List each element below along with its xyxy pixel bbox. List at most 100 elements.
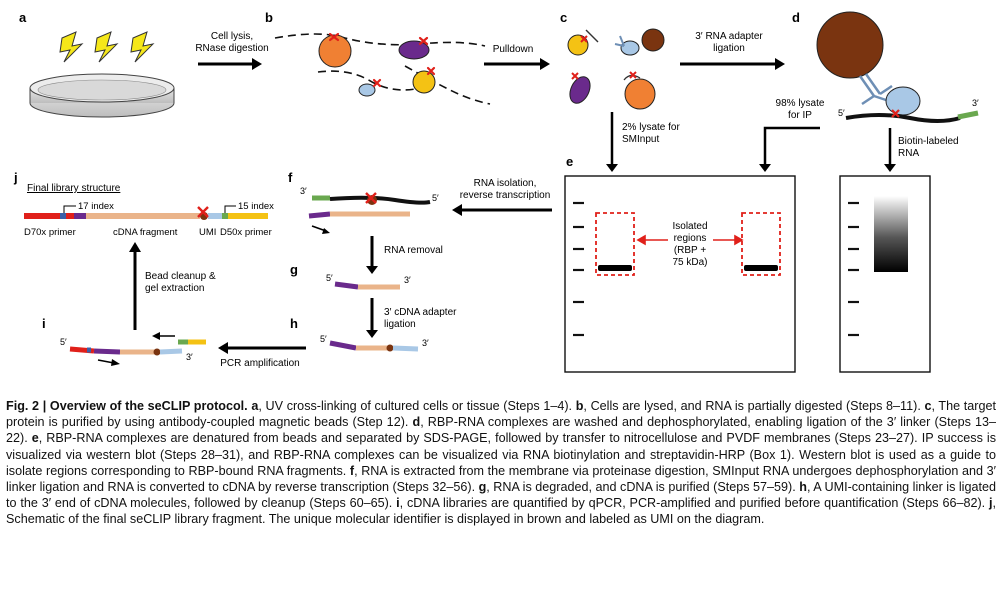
label-cdna-adapter-ligation: ligation xyxy=(384,319,416,330)
caption-segment-text: , RBP-RNA complexes are denatured from b… xyxy=(6,431,996,478)
label-cell-lysis: Cell lysis, xyxy=(211,31,253,42)
caption-segment-key: b xyxy=(575,399,584,413)
caption-segment-key: a xyxy=(251,399,259,413)
five-prime-end-i: 5′ xyxy=(60,337,67,347)
rbp-orange-icon xyxy=(318,34,352,68)
arrow-rna-isolation xyxy=(452,204,552,216)
label-regions: regions xyxy=(674,233,707,244)
caption-segment-text: , RNA is degraded, and cDNA is purified … xyxy=(486,480,800,495)
label-rna-removal: RNA removal xyxy=(384,245,443,256)
label-rna-isolation: RNA isolation, xyxy=(474,178,537,189)
label-rbp-plus: (RBP + xyxy=(674,245,706,256)
five-prime-end-g: 5′ xyxy=(326,273,333,283)
panel-label-f: f xyxy=(288,170,293,185)
three-prime-end-d: 3′ xyxy=(972,98,979,108)
caption-segment-text: , UV cross-linking of cultured cells or … xyxy=(258,399,576,413)
rbp-lightblue-icon xyxy=(885,86,921,116)
label-rna-adapter-ligation: ligation xyxy=(713,43,745,54)
rna-strand-f xyxy=(329,195,431,205)
panel-label-h: h xyxy=(290,316,298,331)
label-sminput: SMInput xyxy=(622,134,659,145)
label-umi: UMI xyxy=(199,227,216,238)
three-prime-end-g: 3′ xyxy=(404,275,411,285)
caption-segment-key: g xyxy=(478,480,487,495)
caption-heading: Fig. 2 | Overview of the seCLIP protocol… xyxy=(6,399,248,413)
figure-caption: Fig. 2 | Overview of the seCLIP protocol… xyxy=(6,398,996,528)
magnetic-bead-icon xyxy=(816,11,884,79)
label-17-index: 17 index xyxy=(78,201,114,212)
rbp-purple-icon xyxy=(398,40,430,60)
panel-label-i: i xyxy=(42,316,46,331)
label-pcr: PCR amplification xyxy=(220,358,299,369)
band-sminput xyxy=(598,265,632,271)
seclip-figure: a b c d e f g h i j Cell lysis, RNase di… xyxy=(13,10,979,373)
panel-label-a: a xyxy=(19,10,27,25)
panel-label-g: g xyxy=(290,262,298,277)
arrow-pulldown xyxy=(484,58,550,70)
rbp-purple-icon xyxy=(569,76,591,104)
three-prime-end-f: 3′ xyxy=(300,186,307,196)
caption-segment-key: c xyxy=(924,399,932,413)
label-cdna-fragment: cDNA fragment xyxy=(113,227,178,238)
lightning-icon xyxy=(94,31,119,63)
isolated-regions-arrows xyxy=(636,234,744,246)
antibody-icon xyxy=(858,73,882,97)
label-gel-extraction: gel extraction xyxy=(145,283,204,294)
caption-segment-text: , Cells are lysed, and RNA is partially … xyxy=(583,399,925,413)
label-pulldown: Pulldown xyxy=(493,44,534,55)
rbp-yellow-icon xyxy=(412,70,436,94)
caption-segment-text: , cDNA libraries are quantified by qPCR,… xyxy=(399,496,990,511)
label-biotin-rna: RNA xyxy=(898,148,919,159)
caption-segment-text: , Schematic of the final seCLIP library … xyxy=(6,496,997,527)
caption-segment-text: , The target protein is purified by usin… xyxy=(6,399,997,430)
caption-body: a, UV cross-linking of cultured cells or… xyxy=(6,399,996,526)
rbp-orange-icon xyxy=(624,78,656,110)
figure-canvas: a b c d e f g h i j Cell lysis, RNase di… xyxy=(13,10,979,373)
label-cdna-adapter: 3′ cDNA adapter xyxy=(384,307,457,318)
label-d70x-primer: D70x primer xyxy=(24,227,76,238)
label-biotin: Biotin-labeled xyxy=(898,136,959,147)
caption-segment-key: h xyxy=(799,480,807,495)
panel-label-d: d xyxy=(792,10,800,25)
three-prime-end-i: 3′ xyxy=(186,352,193,362)
label-15-index: 15 index xyxy=(238,201,274,212)
lightning-icon xyxy=(130,31,155,63)
caption-segment-text: , A UMI-containing linker is ligated to … xyxy=(6,480,996,511)
label-d50x-primer: D50x primer xyxy=(220,227,272,238)
five-prime-end-h: 5′ xyxy=(320,334,327,344)
arrow-rna-adapter xyxy=(680,58,785,70)
caption-segment-key: f xyxy=(349,463,355,478)
five-prime-end-f: 5′ xyxy=(432,193,439,203)
band-ip xyxy=(744,265,778,271)
caption-segment-key: j xyxy=(989,496,993,511)
western-blot-membrane xyxy=(564,175,796,373)
uv-lightning-icons xyxy=(59,31,155,63)
label-ip-lysate: 98% lysate xyxy=(776,98,825,109)
culture-dish-icon xyxy=(29,73,175,118)
cdna-strand-h xyxy=(392,345,419,352)
panel-label-e: e xyxy=(566,154,573,169)
isolated-region-ip xyxy=(741,212,781,276)
label-isolated: Isolated xyxy=(672,221,707,232)
ladder-marks-right xyxy=(848,201,859,337)
isolated-region-sminput xyxy=(595,212,635,276)
label-rna-adapter: 3′ RNA adapter xyxy=(695,31,763,42)
crosslink-marks xyxy=(328,32,436,88)
label-for-ip: for IP xyxy=(788,110,812,121)
caption-segment-key: d xyxy=(412,415,421,430)
arrow-cell-lysis xyxy=(198,58,262,70)
label-bead-cleanup: Bead cleanup & xyxy=(145,271,216,282)
panel-label-b: b xyxy=(265,10,273,25)
caption-segment-text: , RBP-RNA complexes are washed and depho… xyxy=(6,415,996,446)
lightning-icon xyxy=(59,31,84,63)
bead-small-icon xyxy=(641,28,665,52)
biotin-smear xyxy=(874,196,908,272)
rna-strand-b1 xyxy=(274,33,491,105)
label-rnase-digestion: RNase digestion xyxy=(195,43,268,54)
library-title: Final library structure xyxy=(27,183,121,194)
pcr-product-i xyxy=(159,348,183,355)
label-smi-lysate: 2% lysate for xyxy=(622,122,680,133)
label-75kda: 75 kDa) xyxy=(672,257,707,268)
ladder-marks-left xyxy=(573,201,584,337)
rbp-lightblue-icon xyxy=(620,40,640,56)
